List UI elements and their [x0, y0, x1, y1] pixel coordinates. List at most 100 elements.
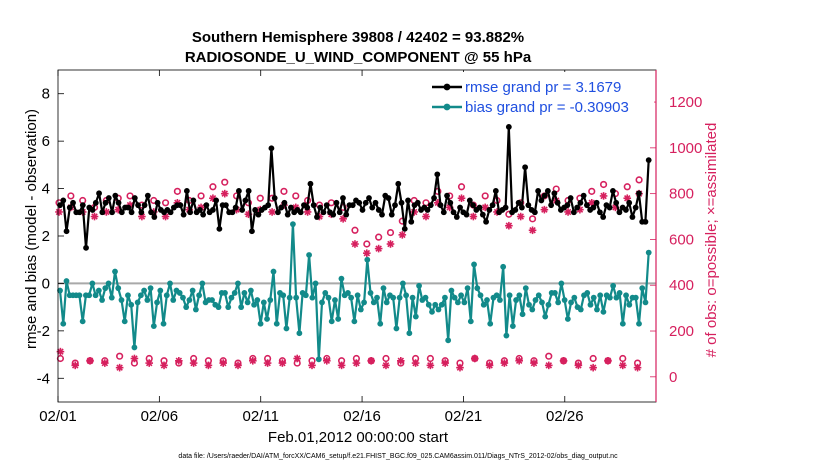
rmse-point — [177, 202, 184, 209]
assimilated-obs-marker — [505, 221, 513, 230]
rmse-point — [450, 209, 457, 216]
assimilated-obs-marker — [457, 194, 466, 203]
possible-obs-marker — [635, 176, 643, 184]
bias-point — [186, 297, 193, 303]
bias-point — [393, 325, 400, 332]
assimilated-obs-marker — [293, 354, 301, 363]
bias-point — [79, 318, 86, 325]
rmse-line — [59, 125, 650, 249]
assimilated-obs-marker — [363, 249, 371, 257]
rmse-point — [333, 199, 340, 206]
bias-point — [183, 304, 190, 311]
rmse-point — [395, 180, 402, 187]
legend-rmse-marker — [443, 83, 451, 91]
bias-point — [215, 304, 222, 311]
possible-obs-marker — [221, 178, 229, 186]
rmse-point — [141, 202, 148, 209]
rmse-point — [359, 207, 366, 213]
y-axis-label: rmse and bias (model - observation) — [23, 109, 40, 349]
bias-point — [267, 297, 274, 303]
assimilated-obs-marker — [564, 208, 572, 216]
bias-point — [105, 280, 112, 287]
rmse-point — [60, 197, 67, 204]
bias-point — [516, 292, 523, 299]
bias-point — [170, 297, 177, 303]
bias-point — [128, 301, 135, 308]
rmse-point — [167, 209, 174, 216]
rmse-point — [623, 207, 629, 213]
rmse-point — [148, 209, 154, 216]
assimilated-obs-marker — [426, 361, 435, 370]
bias-point — [351, 318, 358, 325]
rmse-point — [405, 197, 411, 204]
assimilated-obs-marker — [485, 361, 494, 370]
rmse-point — [128, 209, 135, 216]
y2-tick-label: 1200 — [669, 94, 702, 111]
bias-point — [480, 301, 487, 308]
assimilated-obs-marker — [130, 354, 139, 363]
bias-point — [157, 287, 164, 294]
rmse-point — [440, 209, 447, 216]
bias-point — [383, 299, 390, 306]
rmse-point — [275, 209, 281, 216]
bias-point — [319, 299, 325, 306]
bias-point — [251, 301, 257, 308]
assimilated-obs-marker — [456, 363, 464, 372]
possible-obs-marker — [56, 354, 65, 363]
bias-point — [409, 294, 416, 301]
rmse-point — [447, 199, 454, 206]
bias-point — [623, 292, 629, 299]
rmse-point — [525, 202, 532, 209]
assimilated-obs-marker — [574, 361, 583, 370]
possible-obs-marker — [209, 183, 217, 191]
rmse-point — [245, 188, 252, 194]
assimilated-obs-marker — [308, 361, 316, 370]
bias-point — [141, 287, 148, 294]
assimilated-obs-marker — [352, 359, 361, 367]
bias-point — [199, 280, 206, 287]
rmse-point — [385, 195, 392, 201]
assimilated-obs-marker — [56, 347, 65, 356]
bias-point — [225, 304, 232, 311]
bias-point — [131, 344, 138, 351]
rmse-point — [522, 164, 529, 171]
possible-obs-marker — [280, 187, 288, 195]
y-tick-label: 6 — [42, 133, 50, 150]
y2-tick-label: 1000 — [669, 140, 702, 157]
possible-obs-marker — [386, 228, 395, 237]
possible-obs-marker — [292, 192, 300, 200]
bias-point — [228, 294, 235, 301]
bias-point — [150, 323, 157, 330]
bias-point — [63, 278, 70, 284]
assimilated-obs-marker — [249, 356, 257, 365]
y2-tick-label: 800 — [669, 186, 694, 203]
possible-obs-marker — [619, 354, 627, 363]
rmse-point — [317, 204, 324, 211]
bias-point — [636, 320, 642, 327]
rmse-point — [457, 204, 463, 211]
rmse-point — [483, 218, 489, 225]
bias-point — [290, 221, 296, 228]
bias-point — [429, 308, 435, 315]
rmse-point — [151, 214, 158, 220]
rmse-point — [66, 204, 73, 211]
assimilated-obs-marker — [559, 356, 568, 365]
bias-point — [542, 313, 549, 320]
bias-point — [438, 301, 445, 308]
bias-point — [522, 285, 529, 292]
legend-rmse-label: rmse grand pr = 3.1679 — [465, 79, 621, 96]
rmse-point — [265, 202, 272, 209]
assimilated-obs-marker — [544, 361, 553, 370]
assimilated-obs-marker — [599, 192, 608, 200]
x-tick-label: 02/26 — [546, 408, 584, 425]
legend-box — [427, 72, 654, 118]
bias-point — [247, 287, 254, 294]
rmse-point — [222, 202, 229, 209]
rmse-point — [249, 228, 255, 235]
bias-point — [477, 292, 484, 299]
rmse-point — [278, 204, 285, 211]
assimilated-obs-marker — [516, 212, 525, 221]
possible-obs-marker — [161, 199, 170, 207]
rmse-point — [89, 207, 96, 213]
bias-point — [364, 256, 371, 263]
